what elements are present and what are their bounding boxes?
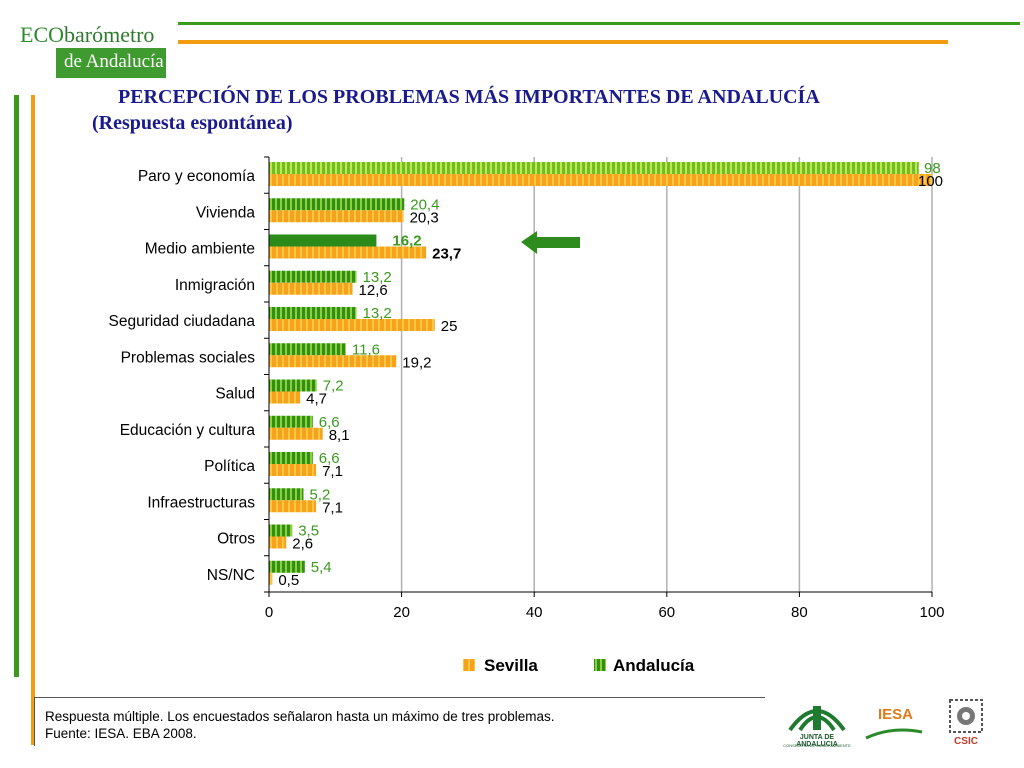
value-label-andalucia: 98	[924, 160, 941, 177]
bar-sevilla	[269, 355, 397, 368]
bar-andalucia	[269, 415, 313, 428]
bar-andalucia	[269, 379, 317, 392]
value-label-sevilla: 0,5	[278, 572, 299, 589]
value-label-sevilla: 23,7	[432, 246, 461, 263]
value-label-sevilla: 19,2	[402, 354, 431, 371]
bar-andalucia	[269, 234, 377, 247]
logo-region: de Andalucía	[64, 51, 164, 72]
value-label-andalucia: 11,6	[352, 341, 380, 358]
bar-andalucia	[269, 162, 919, 174]
x-tick-label: 20	[393, 604, 410, 621]
bar-andalucia	[269, 560, 305, 573]
category-label: Paro y economía	[138, 168, 256, 185]
x-tick-label: 40	[526, 604, 543, 621]
value-label-sevilla: 7,1	[322, 499, 343, 516]
bar-andalucia	[269, 488, 304, 501]
bar-sevilla	[269, 210, 404, 223]
junta-emblem-icon	[788, 706, 846, 732]
title-line-2: (Respuesta espontánea)	[92, 112, 293, 134]
legend-swatch-sevilla	[463, 659, 475, 671]
category-label: NS/NC	[207, 567, 255, 584]
value-label-sevilla: 12,6	[359, 282, 388, 299]
bar-sevilla	[269, 391, 301, 404]
footnote-source: Fuente: IESA. EBA 2008.	[45, 726, 197, 741]
bar-andalucia	[269, 524, 293, 537]
csic-logo: CSIC	[944, 698, 988, 750]
csic-name: CSIC	[954, 736, 978, 747]
logo-text: ECObarómetro	[20, 22, 154, 48]
bar-andalucia	[269, 343, 346, 356]
bar-andalucia	[269, 307, 357, 319]
bar-sevilla	[269, 464, 317, 476]
iesa-name: IESA	[878, 706, 914, 723]
value-label-andalucia: 13,2	[363, 269, 392, 286]
footnote-multiple: Respuesta múltiple. Los encuestados seña…	[45, 709, 555, 724]
bar-sevilla	[269, 427, 323, 440]
value-label-sevilla: 4,7	[306, 391, 327, 408]
bar-sevilla	[269, 500, 317, 513]
legend-label-sevilla: Sevilla	[484, 656, 538, 675]
category-label: Inmigración	[175, 277, 255, 294]
category-label: Educación y cultura	[120, 422, 256, 439]
category-label: Política	[204, 458, 255, 475]
value-label-andalucia: 5,2	[309, 486, 330, 503]
bar-sevilla	[269, 536, 287, 549]
logo-barometro: barómetro	[64, 22, 155, 47]
value-label-sevilla: 8,1	[329, 427, 350, 444]
x-tick-label: 80	[791, 604, 808, 621]
junta-name: JUNTA DE ANDALUCIA	[796, 734, 838, 748]
bar-andalucia	[269, 198, 405, 211]
legend-swatch-andalucia	[594, 659, 606, 671]
csic-emblem-icon	[949, 699, 983, 733]
value-label-andalucia: 3,5	[298, 523, 319, 540]
value-label-andalucia: 20,4	[410, 196, 439, 213]
junta-logo: JUNTA DE ANDALUCIA CONSEJERIA DE MEDIO A…	[782, 698, 852, 750]
x-tick-label: 60	[658, 604, 675, 621]
category-label: Problemas sociales	[121, 349, 256, 366]
bar-andalucia	[269, 270, 357, 283]
iesa-logo: IESA	[862, 698, 932, 744]
left-bar-green	[14, 95, 19, 677]
value-label-sevilla: 20,3	[410, 209, 439, 226]
value-label-andalucia: 7,2	[323, 378, 344, 395]
category-label: Otros	[217, 531, 255, 548]
junta-subtitle: CONSEJERIA DE MEDIO AMBIENTE	[783, 743, 851, 748]
ecobarometro-logo: ECObarómetro de Andalucía	[14, 18, 174, 80]
logo-eco: ECO	[20, 22, 64, 47]
header-line-orange	[178, 40, 948, 44]
category-label: Medio ambiente	[145, 241, 255, 258]
bar-sevilla	[269, 282, 353, 295]
page-title: PERCEPCIÓN DE LOS PROBLEMAS MÁS IMPORTAN…	[92, 84, 1012, 136]
footnote-box: Respuesta múltiple. Los encuestados seña…	[34, 697, 765, 746]
header-line-green	[178, 22, 1020, 25]
value-label-andalucia: 6,6	[319, 450, 340, 467]
bar-sevilla	[269, 246, 427, 259]
value-label-andalucia: 6,6	[319, 414, 340, 431]
value-label-sevilla: 2,6	[292, 536, 313, 553]
value-label-sevilla: 100	[918, 173, 943, 190]
bar-sevilla	[269, 572, 273, 585]
value-label-sevilla: 25	[441, 318, 458, 335]
value-label-andalucia: 5,4	[311, 559, 332, 576]
highlight-arrow	[521, 231, 580, 254]
value-label-andalucia: 13,2	[363, 305, 392, 322]
bar-sevilla	[269, 174, 932, 186]
value-label-andalucia: 16,2	[392, 233, 421, 250]
category-label: Salud	[215, 386, 255, 403]
chart-legend: Sevilla Andalucía	[463, 656, 695, 675]
logo-region-box	[56, 48, 166, 78]
legend-label-andalucia: Andalucía	[613, 656, 695, 675]
category-label: Infraestructuras	[147, 494, 255, 511]
category-label: Vivienda	[196, 204, 256, 221]
value-label-sevilla: 7,1	[322, 463, 343, 480]
left-bar-orange	[31, 95, 35, 745]
bar-sevilla	[269, 319, 435, 331]
iesa-swoosh-icon	[865, 728, 923, 740]
x-tick-label: 0	[265, 604, 273, 621]
category-label: Seguridad ciudadana	[108, 313, 255, 330]
bar-andalucia	[269, 452, 313, 464]
x-tick-label: 100	[919, 604, 944, 621]
title-line-1: PERCEPCIÓN DE LOS PROBLEMAS MÁS IMPORTAN…	[118, 86, 820, 108]
